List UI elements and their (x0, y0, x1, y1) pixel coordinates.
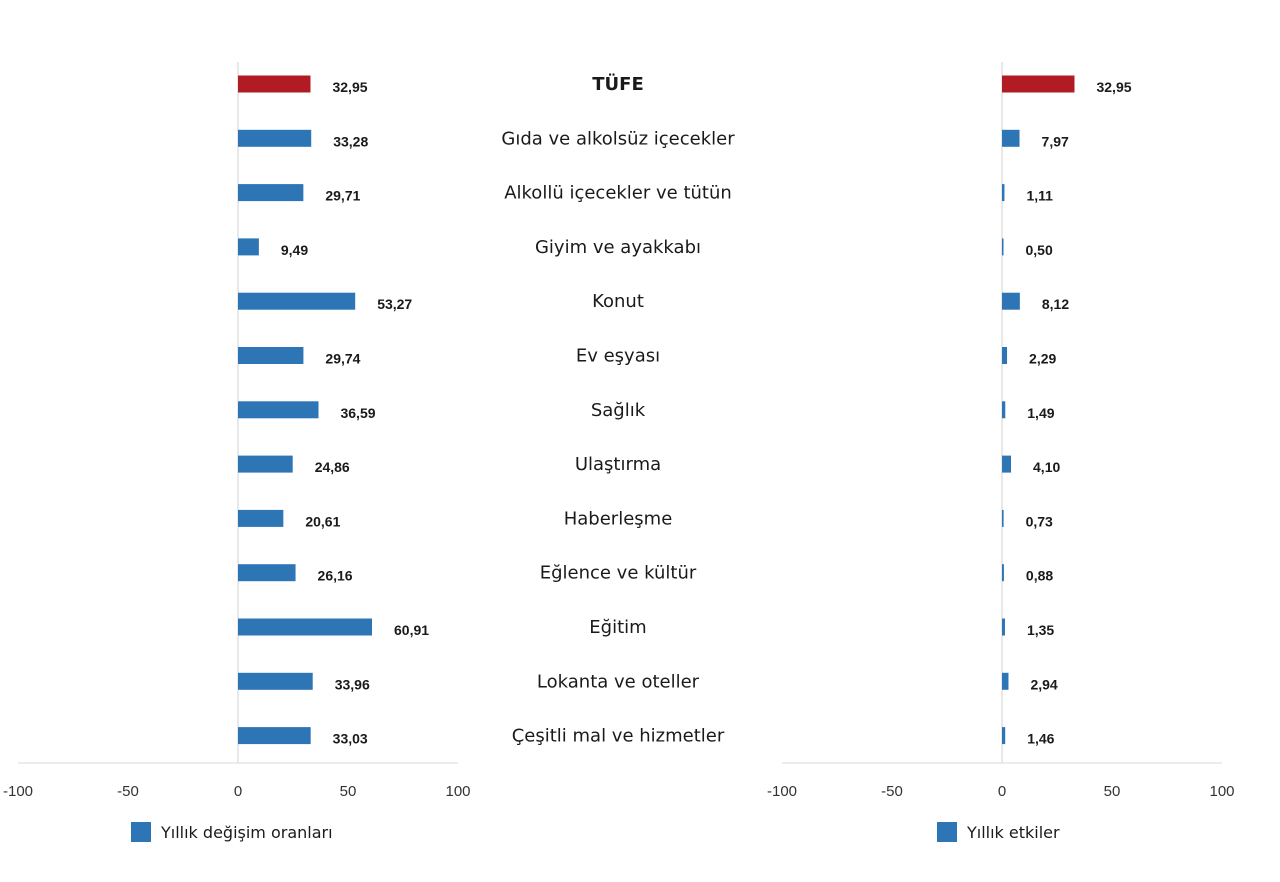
value-label: 0,88 (1026, 568, 1053, 584)
bar (238, 455, 293, 473)
value-label: 32,95 (1096, 79, 1131, 95)
value-label: 32,95 (332, 79, 367, 95)
x-tick-label: -50 (881, 783, 903, 800)
value-label: 2,29 (1029, 351, 1056, 367)
x-tick-label: -100 (3, 783, 33, 800)
bar (238, 184, 304, 202)
bar (1002, 455, 1012, 473)
legend-label-left: Yıllık değişim oranları (161, 822, 333, 842)
legend-left: Yıllık değişim oranları (131, 822, 333, 842)
value-label: 4,10 (1033, 459, 1060, 475)
x-tick-label: -50 (117, 783, 139, 800)
bar (1002, 184, 1005, 202)
x-tick-label: -100 (767, 783, 797, 800)
bar (1002, 564, 1004, 582)
bar (1002, 238, 1004, 256)
bar (238, 129, 312, 147)
category-label: Çeşitli mal ve hizmetler (512, 726, 725, 747)
category-label: Ev eşyası (576, 346, 660, 367)
left-panel: -100 -50 0 50 100 32,95 33,28 29,71 9,49 53,27 29,… (3, 62, 471, 800)
value-label: 7,97 (1042, 133, 1069, 149)
bar (238, 727, 311, 745)
category-label: Sağlık (591, 400, 646, 421)
category-label: Konut (592, 291, 644, 312)
value-label: 1,35 (1027, 622, 1054, 638)
category-label: Haberleşme (564, 508, 673, 529)
bar (238, 75, 311, 93)
value-label: 9,49 (281, 242, 308, 258)
bar (1002, 672, 1009, 690)
value-label: 33,96 (335, 676, 370, 692)
value-label: 36,59 (340, 405, 375, 421)
x-tick-label: 50 (1104, 783, 1121, 800)
category-label: Lokanta ve oteller (537, 671, 700, 692)
bar (238, 618, 373, 636)
bar (238, 509, 284, 527)
value-label: 33,03 (333, 731, 368, 747)
bar (238, 401, 319, 419)
bar (1002, 347, 1008, 364)
value-label: 1,49 (1027, 405, 1054, 421)
value-label: 8,12 (1042, 296, 1069, 312)
category-label: Alkollü içecekler ve tütün (504, 183, 732, 204)
value-label: 1,11 (1026, 188, 1053, 204)
bar (238, 564, 296, 582)
category-label: Eğlence ve kültür (540, 563, 697, 584)
value-label: 0,50 (1026, 242, 1053, 258)
bar (238, 672, 313, 690)
value-label: 53,27 (377, 296, 412, 312)
x-tick-label: 100 (1209, 783, 1234, 800)
value-label: 20,61 (305, 513, 340, 529)
value-label: 26,16 (318, 568, 353, 584)
bar (238, 238, 259, 256)
legend-swatch-left (131, 822, 151, 842)
bar (1002, 509, 1004, 527)
x-tick-label: 0 (234, 783, 242, 800)
value-label: 29,71 (325, 188, 360, 204)
category-label: TÜFE (592, 73, 644, 95)
x-tick-label: 100 (445, 783, 470, 800)
bar (1002, 129, 1020, 147)
value-label: 24,86 (315, 459, 350, 475)
bar (1002, 727, 1006, 745)
legend-swatch-right (937, 822, 957, 842)
value-label: 29,74 (325, 351, 360, 367)
category-label: Gıda ve alkolsüz içecekler (501, 128, 735, 149)
right-panel: -100 -50 0 50 100 32,95 7,97 1,11 0,50 8,12 2,29 1,… (767, 62, 1235, 800)
x-tick-label: 50 (340, 783, 357, 800)
x-tick-label: 0 (998, 783, 1006, 800)
value-label: 0,73 (1026, 513, 1053, 529)
category-label: Giyim ve ayakkabı (535, 237, 701, 258)
bar (238, 347, 304, 364)
bar (238, 292, 356, 310)
legend-label-right: Yıllık etkiler (967, 822, 1060, 842)
bar (1002, 75, 1075, 93)
bar (1002, 292, 1020, 310)
category-labels: TÜFE Gıda ve alkolsüz içecekler Alkollü iç… (501, 73, 735, 747)
legend-right: Yıllık etkiler (937, 822, 1060, 842)
value-label: 2,94 (1030, 676, 1057, 692)
bar (1002, 618, 1005, 636)
value-label: 60,91 (394, 622, 429, 638)
value-label: 33,28 (333, 133, 368, 149)
category-label: Eğitim (589, 617, 646, 638)
bar (1002, 401, 1006, 419)
category-label: Ulaştırma (575, 454, 661, 475)
value-label: 1,46 (1027, 731, 1054, 747)
